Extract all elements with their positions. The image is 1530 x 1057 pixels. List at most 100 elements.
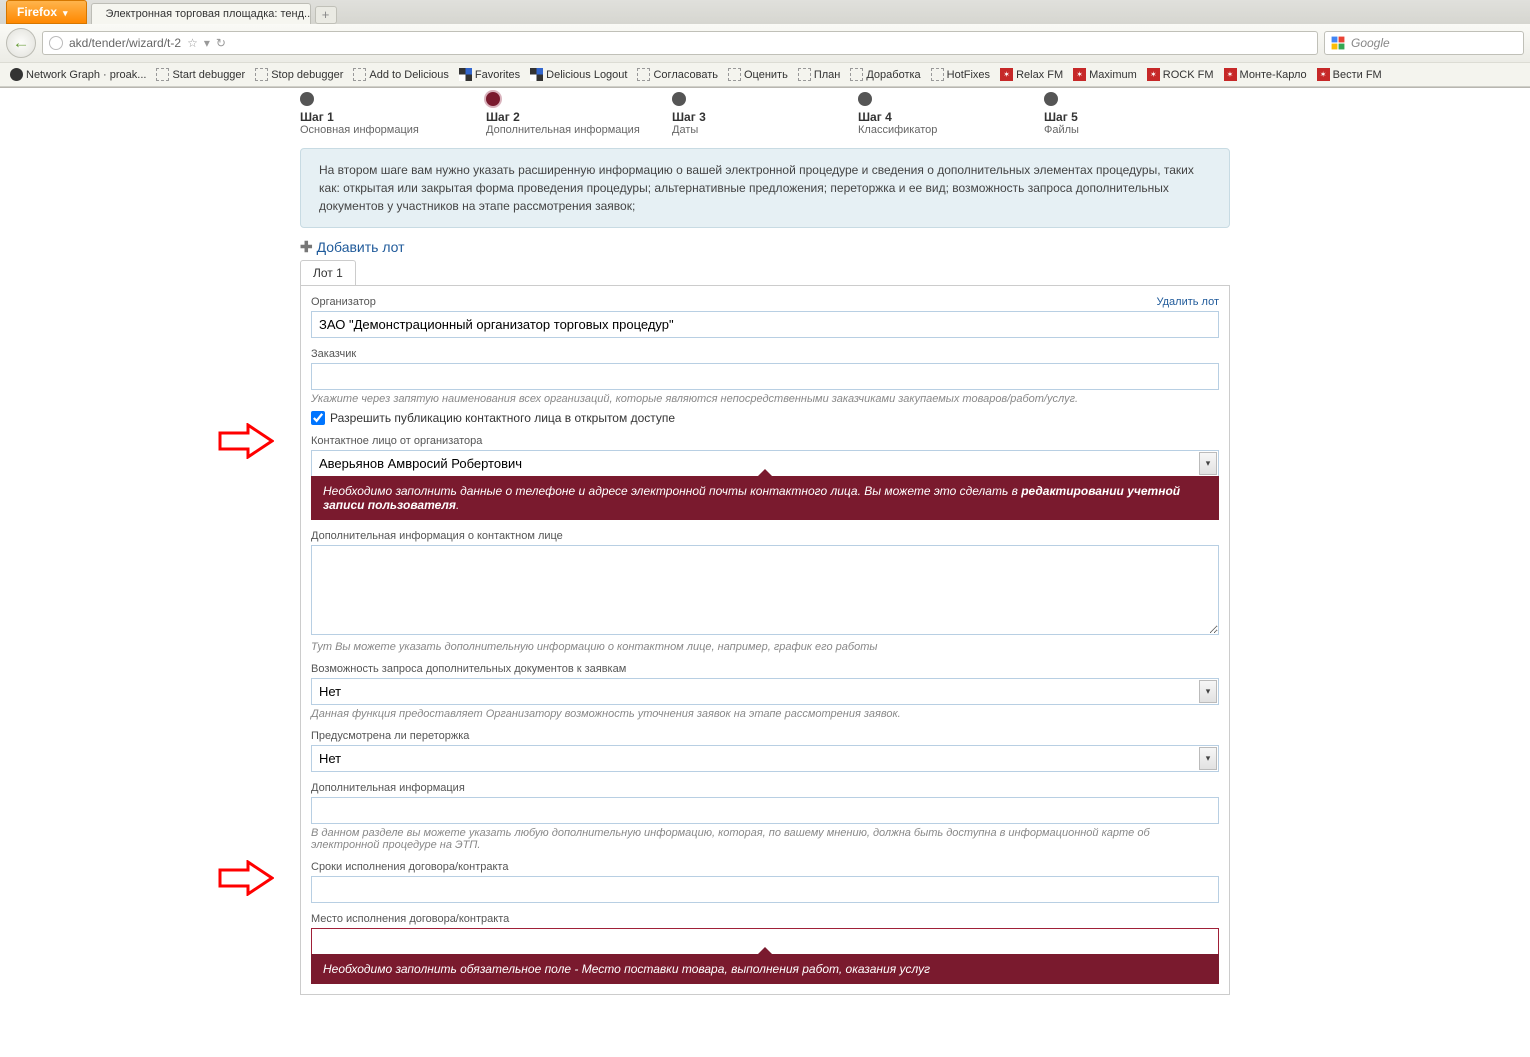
url-input[interactable]: akd/tender/wizard/t-2 ☆ ▾ ↻ — [42, 31, 1318, 55]
bookmark-item[interactable]: ✶Монте-Карло — [1220, 66, 1311, 83]
bookmark-label: HotFixes — [947, 69, 990, 81]
bookmark-label: Network Graph · proak... — [26, 69, 146, 81]
plus-icon: ✚ — [300, 238, 313, 256]
bookmark-item[interactable]: ✶Relax FM — [996, 66, 1067, 83]
wizard-step-5[interactable]: Шаг 5Файлы — [1044, 92, 1230, 136]
wizard-step-3[interactable]: Шаг 3Даты — [672, 92, 858, 136]
add-lot-link[interactable]: ✚ Добавить лот — [300, 238, 1230, 256]
step-dot-icon — [1044, 92, 1058, 106]
url-toolbar: ← akd/tender/wizard/t-2 ☆ ▾ ↻ Google — [0, 24, 1530, 62]
delicious-icon — [459, 68, 472, 81]
step-subtitle: Дополнительная информация — [486, 124, 672, 136]
bookmark-item[interactable]: Согласовать — [633, 66, 721, 83]
step-subtitle: Даты — [672, 124, 858, 136]
label-extra-docs: Возможность запроса дополнительных докум… — [311, 663, 1219, 675]
step-subtitle: Основная информация — [300, 124, 486, 136]
rebidding-dropdown-icon[interactable] — [1199, 747, 1217, 770]
step-title: Шаг 2 — [486, 110, 672, 124]
radio-icon: ✶ — [1000, 68, 1013, 81]
firefox-menu-button[interactable]: Firefox — [6, 0, 87, 24]
bookmark-item[interactable]: Оценить — [724, 66, 792, 83]
bookmark-item[interactable]: Доработка — [846, 66, 924, 83]
annotation-arrow-1 — [218, 423, 274, 459]
lot-tab-1[interactable]: Лот 1 — [300, 260, 356, 285]
wizard-step-2[interactable]: Шаг 2Дополнительная информация — [486, 92, 672, 136]
wizard-step-4[interactable]: Шаг 4Классификатор — [858, 92, 1044, 136]
bookmark-label: Доработка — [866, 69, 920, 81]
bookmark-item[interactable]: План — [794, 66, 845, 83]
search-box[interactable]: Google — [1324, 31, 1524, 55]
label-contract-place: Место исполнения договора/контракта — [311, 913, 1219, 925]
step-dot-icon — [672, 92, 686, 106]
bookmark-item[interactable]: ✶Maximum — [1069, 66, 1141, 83]
radio-icon: ✶ — [1147, 68, 1160, 81]
label-customer: Заказчик — [311, 348, 1219, 360]
info-box: На втором шаге вам нужно указать расшире… — [300, 148, 1230, 228]
allow-publish-checkbox[interactable] — [311, 411, 325, 425]
bookmarks-toolbar: Network Graph · proak... Start debugger St… — [0, 62, 1530, 87]
bookmark-label: Оценить — [744, 69, 788, 81]
wizard-step-1[interactable]: Шаг 1Основная информация — [300, 92, 486, 136]
placeholder-icon — [728, 68, 741, 81]
dropdown-icon[interactable]: ▾ — [204, 36, 210, 50]
label-contact-person: Контактное лицо от организатора — [311, 435, 1219, 447]
placeholder-icon — [798, 68, 811, 81]
step-subtitle: Файлы — [1044, 124, 1230, 136]
contact-extra-textarea[interactable] — [311, 545, 1219, 635]
extra-docs-dropdown-icon[interactable] — [1199, 680, 1217, 703]
lot-tabs: Лот 1 — [300, 260, 1230, 285]
google-icon — [1331, 36, 1345, 50]
delete-lot-link[interactable]: Удалить лот — [1156, 296, 1219, 308]
step-title: Шаг 4 — [858, 110, 1044, 124]
organizer-input[interactable] — [311, 311, 1219, 338]
bookmark-item[interactable]: Delicious Logout — [526, 66, 631, 83]
url-tools: ☆ ▾ ↻ — [187, 36, 226, 50]
github-icon — [10, 68, 23, 81]
bookmark-label: Maximum — [1089, 69, 1137, 81]
bookmark-item[interactable]: Start debugger — [152, 66, 249, 83]
bookmark-item[interactable]: Network Graph · proak... — [6, 66, 150, 83]
new-tab-button[interactable]: + — [315, 6, 337, 24]
bookmark-label: Start debugger — [172, 69, 245, 81]
customer-input[interactable] — [311, 363, 1219, 390]
step-title: Шаг 3 — [672, 110, 858, 124]
step-title: Шаг 1 — [300, 110, 486, 124]
placeholder-icon — [931, 68, 944, 81]
page-container: Шаг 1Основная информацияШаг 2Дополнитель… — [300, 88, 1230, 995]
label-contact-extra: Дополнительная информация о контактном л… — [311, 530, 1219, 542]
placeholder-icon — [353, 68, 366, 81]
extra-docs-select[interactable] — [311, 678, 1219, 705]
wizard-steps: Шаг 1Основная информацияШаг 2Дополнитель… — [300, 88, 1230, 136]
annotation-arrow-2 — [218, 860, 274, 896]
bookmark-label: Согласовать — [653, 69, 717, 81]
bookmark-item[interactable]: Add to Delicious — [349, 66, 453, 83]
bookmark-label: Delicious Logout — [546, 69, 627, 81]
delicious-icon — [530, 68, 543, 81]
contact-person-dropdown-icon[interactable] — [1199, 452, 1217, 475]
search-placeholder: Google — [1351, 36, 1390, 50]
place-error-banner: Необходимо заполнить обязательное поле -… — [311, 954, 1219, 984]
bookmark-label: Монте-Карло — [1240, 69, 1307, 81]
rebidding-select[interactable] — [311, 745, 1219, 772]
bookmark-item[interactable]: Favorites — [455, 66, 524, 83]
step-dot-icon — [858, 92, 872, 106]
radio-icon: ✶ — [1317, 68, 1330, 81]
bookmark-item[interactable]: HotFixes — [927, 66, 994, 83]
back-button[interactable]: ← — [6, 28, 36, 58]
bookmark-item[interactable]: Stop debugger — [251, 66, 347, 83]
reload-icon[interactable]: ↻ — [216, 36, 226, 50]
placeholder-icon — [850, 68, 863, 81]
browser-tab-active[interactable]: Электронная торговая площадка: тенд... — [91, 3, 311, 24]
label-rebidding: Предусмотрена ли переторжка — [311, 730, 1219, 742]
extra-info-input[interactable] — [311, 797, 1219, 824]
feed-icon[interactable]: ☆ — [187, 36, 198, 50]
allow-publish-label: Разрешить публикацию контактного лица в … — [330, 411, 675, 425]
bookmark-item[interactable]: ✶Вести FM — [1313, 66, 1386, 83]
bookmark-label: Favorites — [475, 69, 520, 81]
hint-extra-docs: Данная функция предоставляет Организатор… — [311, 708, 1219, 720]
tab-title: Электронная торговая площадка: тенд... — [106, 8, 311, 20]
tabs-row: Firefox Электронная торговая площадка: т… — [0, 0, 1530, 24]
contact-error-banner: Необходимо заполнить данные о телефоне и… — [311, 476, 1219, 520]
contract-term-input[interactable] — [311, 876, 1219, 903]
bookmark-item[interactable]: ✶ROCK FM — [1143, 66, 1218, 83]
